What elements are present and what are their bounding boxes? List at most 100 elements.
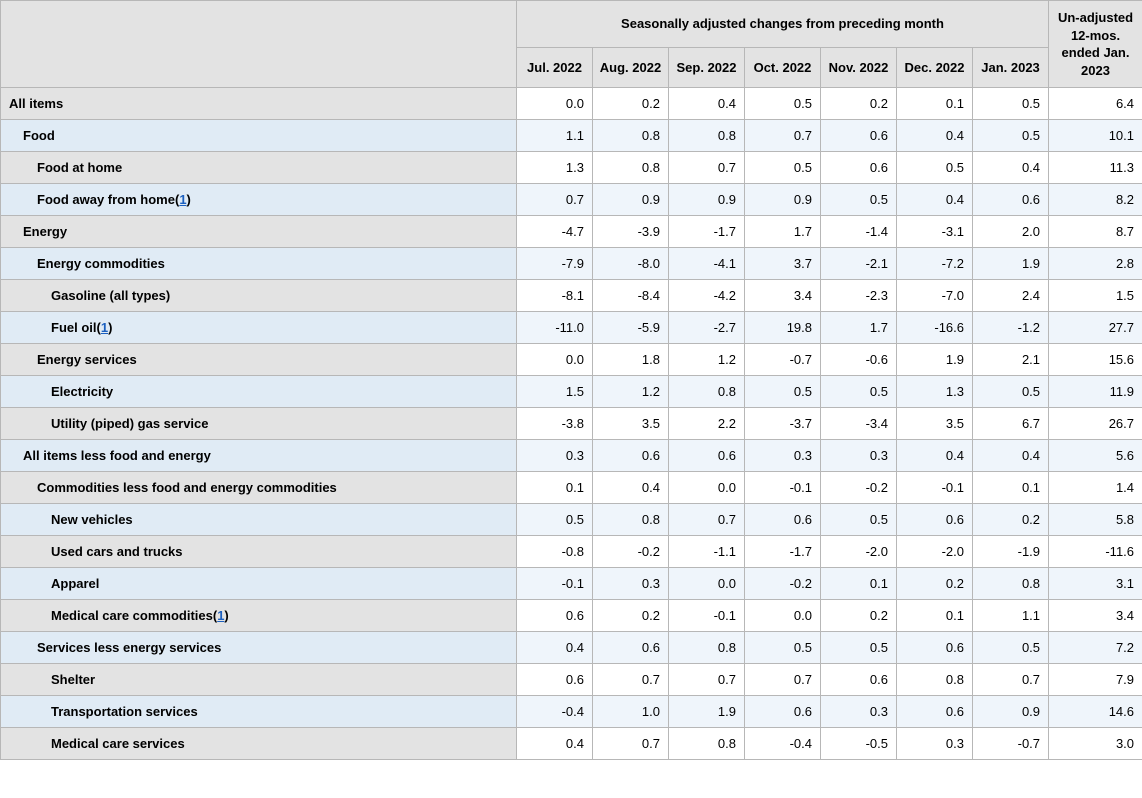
row-label: Used cars and trucks <box>1 536 517 568</box>
row-label: Fuel oil(1) <box>1 312 517 344</box>
data-cell: 0.6 <box>745 504 821 536</box>
data-cell: 0.4 <box>973 152 1049 184</box>
table-body: All items0.00.20.40.50.20.10.56.4Food1.1… <box>1 88 1142 760</box>
data-cell: 0.5 <box>745 88 821 120</box>
row-label: New vehicles <box>1 504 517 536</box>
data-cell: -3.4 <box>821 408 897 440</box>
data-cell: 0.4 <box>517 728 593 760</box>
data-cell: -8.0 <box>593 248 669 280</box>
data-cell: 0.8 <box>669 120 745 152</box>
data-cell: 0.0 <box>669 472 745 504</box>
data-cell: 0.1 <box>897 88 973 120</box>
data-cell: 2.8 <box>1049 248 1142 280</box>
data-cell: -4.7 <box>517 216 593 248</box>
data-cell: 0.5 <box>745 376 821 408</box>
data-cell: -0.4 <box>517 696 593 728</box>
data-cell: 0.5 <box>897 152 973 184</box>
data-cell: -0.2 <box>745 568 821 600</box>
data-cell: 0.7 <box>669 504 745 536</box>
data-cell: 0.3 <box>897 728 973 760</box>
data-cell: 2.0 <box>973 216 1049 248</box>
data-cell: 0.3 <box>593 568 669 600</box>
data-cell: 7.9 <box>1049 664 1142 696</box>
table-row: Food1.10.80.80.70.60.40.510.1 <box>1 120 1142 152</box>
table-row: New vehicles0.50.80.70.60.50.60.25.8 <box>1 504 1142 536</box>
data-cell: 0.6 <box>897 632 973 664</box>
data-cell: -0.8 <box>517 536 593 568</box>
data-cell: 0.5 <box>745 152 821 184</box>
footnote-link[interactable]: 1 <box>217 608 224 623</box>
data-cell: 0.4 <box>897 440 973 472</box>
data-cell: 14.6 <box>1049 696 1142 728</box>
data-cell: 0.8 <box>897 664 973 696</box>
footnote-link[interactable]: 1 <box>179 192 186 207</box>
row-label: Shelter <box>1 664 517 696</box>
data-cell: -0.4 <box>745 728 821 760</box>
data-cell: -7.2 <box>897 248 973 280</box>
data-cell: 1.5 <box>517 376 593 408</box>
data-cell: 0.5 <box>821 376 897 408</box>
data-cell: 0.4 <box>973 440 1049 472</box>
data-cell: 0.2 <box>593 88 669 120</box>
data-cell: 0.2 <box>821 88 897 120</box>
data-cell: 19.8 <box>745 312 821 344</box>
data-cell: 27.7 <box>1049 312 1142 344</box>
data-cell: 0.6 <box>669 440 745 472</box>
data-cell: 0.7 <box>745 120 821 152</box>
data-cell: 0.2 <box>973 504 1049 536</box>
data-cell: 1.3 <box>897 376 973 408</box>
table-row: Transportation services-0.41.01.90.60.30… <box>1 696 1142 728</box>
data-cell: 0.5 <box>821 632 897 664</box>
data-cell: 0.5 <box>973 88 1049 120</box>
row-label: Gasoline (all types) <box>1 280 517 312</box>
data-cell: 0.5 <box>821 504 897 536</box>
data-cell: -0.1 <box>669 600 745 632</box>
data-cell: 11.9 <box>1049 376 1142 408</box>
row-label: Utility (piped) gas service <box>1 408 517 440</box>
data-cell: -0.2 <box>593 536 669 568</box>
data-cell: 1.0 <box>593 696 669 728</box>
cpi-changes-table: Seasonally adjusted changes from precedi… <box>0 0 1142 760</box>
header-month-3: Oct. 2022 <box>745 47 821 87</box>
row-label: Energy <box>1 216 517 248</box>
data-cell: -7.0 <box>897 280 973 312</box>
data-cell: -0.7 <box>745 344 821 376</box>
data-cell: 0.9 <box>593 184 669 216</box>
data-cell: 0.2 <box>897 568 973 600</box>
table-row: Fuel oil(1)-11.0-5.9-2.719.81.7-16.6-1.2… <box>1 312 1142 344</box>
data-cell: 8.7 <box>1049 216 1142 248</box>
data-cell: 0.0 <box>745 600 821 632</box>
row-label: All items less food and energy <box>1 440 517 472</box>
data-cell: 0.3 <box>821 696 897 728</box>
data-cell: 0.6 <box>821 120 897 152</box>
data-cell: -0.1 <box>897 472 973 504</box>
data-cell: 1.8 <box>593 344 669 376</box>
data-cell: 2.2 <box>669 408 745 440</box>
row-label: Transportation services <box>1 696 517 728</box>
data-cell: 0.2 <box>821 600 897 632</box>
data-cell: 2.1 <box>973 344 1049 376</box>
table-row: Energy-4.7-3.9-1.71.7-1.4-3.12.08.7 <box>1 216 1142 248</box>
footnote-link[interactable]: 1 <box>101 320 108 335</box>
data-cell: 3.5 <box>897 408 973 440</box>
data-cell: 0.7 <box>669 152 745 184</box>
table-row: All items0.00.20.40.50.20.10.56.4 <box>1 88 1142 120</box>
row-label: Commodities less food and energy commodi… <box>1 472 517 504</box>
data-cell: 0.5 <box>745 632 821 664</box>
data-cell: -2.7 <box>669 312 745 344</box>
data-cell: 1.9 <box>897 344 973 376</box>
row-label: Food away from home(1) <box>1 184 517 216</box>
table-row: Energy services0.01.81.2-0.7-0.61.92.115… <box>1 344 1142 376</box>
data-cell: 0.1 <box>973 472 1049 504</box>
data-cell: -2.1 <box>821 248 897 280</box>
data-cell: 1.9 <box>669 696 745 728</box>
table-row: Food at home1.30.80.70.50.60.50.411.3 <box>1 152 1142 184</box>
data-cell: 8.2 <box>1049 184 1142 216</box>
data-cell: 0.8 <box>593 152 669 184</box>
row-label: Services less energy services <box>1 632 517 664</box>
row-label: Energy commodities <box>1 248 517 280</box>
data-cell: 0.2 <box>593 600 669 632</box>
header-month-1: Aug. 2022 <box>593 47 669 87</box>
header-month-2: Sep. 2022 <box>669 47 745 87</box>
data-cell: 0.6 <box>973 184 1049 216</box>
